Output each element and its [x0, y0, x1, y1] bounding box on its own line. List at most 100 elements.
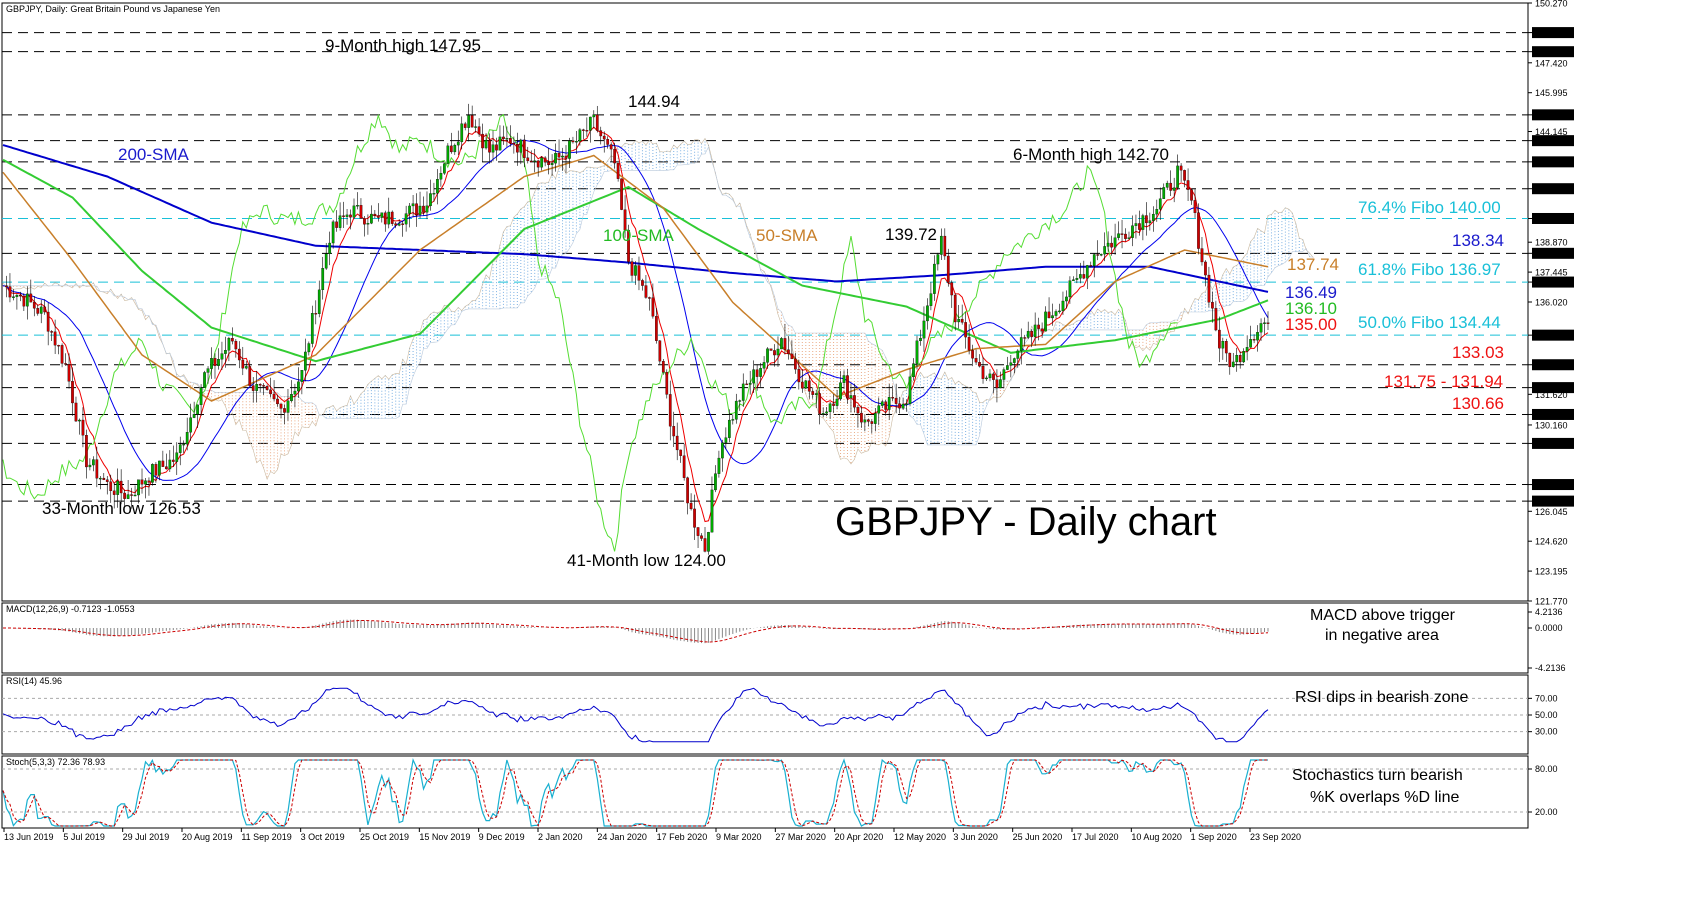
candle-body [585, 130, 589, 132]
label-50-sma: 50-SMA [756, 226, 818, 245]
candle-body [1044, 311, 1047, 332]
candle-body [130, 494, 133, 496]
candle-body [870, 421, 874, 424]
candle-body [592, 114, 596, 118]
candle-body [790, 353, 794, 360]
candle-body [98, 477, 102, 480]
candle-body [213, 358, 217, 366]
time-tick-label: 20 Apr 2020 [835, 832, 884, 842]
candle-body [467, 115, 471, 128]
annotation-9m-high: 9-Month high 147.95 [325, 36, 481, 55]
candle-body [1221, 341, 1225, 349]
candle-body [1117, 233, 1120, 238]
label-100-sma: 100-SMA [603, 226, 675, 245]
candle-body [147, 480, 151, 483]
candle-body [1169, 182, 1173, 191]
candle-body [967, 336, 971, 351]
candle-body [1110, 242, 1113, 248]
stoch-tick-label: 20.00 [1535, 807, 1558, 817]
sma-50-line [2, 154, 1269, 402]
candle-body [276, 398, 279, 405]
candle-body [943, 235, 947, 257]
candle-body [453, 144, 457, 153]
candle-body [1183, 170, 1186, 181]
price-tick-label: 130.660 [1535, 410, 1568, 420]
candle-body [960, 318, 964, 323]
candle-body [140, 479, 144, 485]
ichimoku-cloud [2, 137, 1314, 481]
candle-body [1068, 280, 1072, 298]
candle-body [50, 331, 54, 333]
candle-body [133, 494, 137, 497]
candle-body [846, 375, 849, 399]
time-tick-label: 27 Mar 2020 [775, 832, 826, 842]
price-tick-label: 145.995 [1535, 88, 1568, 98]
candle-body [675, 435, 679, 451]
candle-body [74, 402, 78, 422]
candle-body [85, 435, 88, 468]
candle-body [1124, 233, 1127, 239]
price-tick-label: 144.145 [1535, 127, 1568, 137]
time-tick-label: 23 Sep 2020 [1250, 832, 1301, 842]
macd-tick-label: 4.2136 [1535, 607, 1563, 617]
candle-body [394, 223, 398, 226]
rsi-note: RSI dips in bearish zone [1295, 689, 1469, 706]
candle-body [5, 285, 8, 287]
candle-body [529, 160, 533, 163]
candle-body [22, 295, 26, 307]
candle-body [1078, 274, 1082, 279]
candle-body [856, 407, 860, 414]
time-tick-label: 1 Sep 2020 [1191, 832, 1237, 842]
time-tick-label: 2 Jan 2020 [538, 832, 583, 842]
label-137-74: 137.74 [1287, 255, 1339, 274]
candle-body [67, 364, 71, 382]
candle-body [1197, 212, 1200, 249]
candle-body [811, 391, 815, 395]
candle-body [717, 457, 721, 474]
price-level-badge [1532, 408, 1574, 420]
candle-body [714, 473, 717, 491]
price-tick-label: 136.020 [1535, 298, 1568, 308]
candle-body [185, 432, 189, 445]
candle-body [953, 294, 957, 323]
price-tick-label: 134.440 [1535, 331, 1568, 341]
candle-body [644, 285, 648, 298]
candle-body [1151, 213, 1155, 221]
price-level-badge [1532, 46, 1574, 58]
candle-body [12, 296, 15, 298]
candle-body [898, 403, 901, 409]
candle-body [1113, 237, 1117, 248]
candle-body [168, 459, 172, 470]
candle-body [821, 413, 825, 415]
candle-body [81, 419, 85, 436]
candle-body [1047, 311, 1051, 319]
candle-body [860, 412, 863, 423]
candle-body [905, 403, 908, 405]
candle-body [828, 403, 832, 413]
candle-body [599, 130, 603, 137]
candle-body [707, 532, 710, 552]
price-tick-label: 121.770 [1535, 597, 1568, 607]
candle-body [182, 443, 186, 446]
candle-body [1023, 337, 1027, 339]
price-tick-label: 141.420 [1535, 184, 1568, 194]
annotation-6m-high: 6-Month high 142.70 [1013, 145, 1169, 164]
stoch-k-line [2, 758, 1268, 827]
candle-body [123, 492, 126, 499]
candle-body [366, 223, 370, 225]
candle-body [1259, 323, 1263, 333]
price-level-badge [1532, 135, 1574, 147]
candle-body [1217, 329, 1221, 349]
candle-body [748, 382, 752, 385]
price-level-badge [1532, 212, 1574, 224]
sma-100-line [2, 158, 1269, 363]
candle-body [495, 144, 498, 151]
candle-body [995, 379, 999, 389]
candle-body [1155, 209, 1159, 215]
candle-body [971, 350, 974, 359]
price-tick-label: 138.340 [1535, 249, 1568, 259]
candle-body [248, 366, 252, 386]
stoch-d-line [2, 759, 1268, 827]
candle-body [912, 363, 915, 378]
price-level-badge [1532, 276, 1574, 288]
